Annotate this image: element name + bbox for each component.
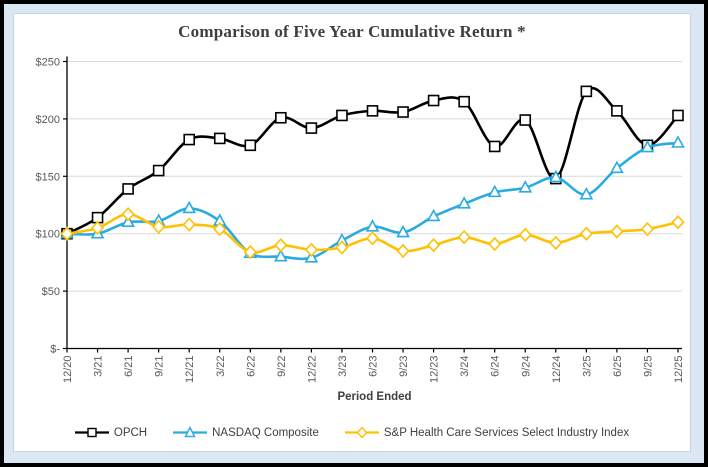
x-tick-label: 9/24 [520,356,532,377]
y-tick-label: $150 [36,171,60,183]
marker-opch [275,111,287,124]
marker-opch [519,114,532,126]
marker-nasdaq-composite [487,184,502,198]
x-tick-label: 12/23 [429,356,441,384]
x-tick-label: 9/25 [642,356,654,377]
marker-opch [488,140,501,153]
x-tick-label: 3/23 [337,356,349,377]
marker-s-p-health-care-services-select-industry-index [274,237,288,253]
x-tick-label: 9/22 [276,356,288,377]
marker-s-p-health-care-services-select-industry-index [396,243,410,259]
x-tick-label: 12/21 [184,356,196,384]
marker-s-p-health-care-services-select-industry-index [90,220,105,236]
x-tick-label: 3/25 [581,356,593,377]
marker-nasdaq-composite [273,248,288,262]
legend-item-opch: OPCH [74,426,148,439]
marker-nasdaq-composite [640,139,655,153]
marker-s-p-health-care-services-select-industry-index [610,224,624,239]
y-tick-label: $200 [36,114,60,126]
x-tick-label: 6/22 [245,356,257,377]
x-tick-label: 12/25 [673,356,685,384]
line-chart: $- $50 $100 $150 $200 $250 12/20 3/21 6/21 9/21 12… [36,56,685,384]
x-axis-title: Period Ended [337,391,412,403]
marker-s-p-health-care-services-select-industry-index [60,226,74,241]
marker-opch [580,85,593,98]
x-tick-label: 3/21 [93,356,105,377]
marker-opch [213,132,226,145]
x-tick-label: 3/22 [215,356,227,377]
marker-s-p-health-care-services-select-industry-index [671,215,685,230]
marker-nasdaq-composite [365,219,380,232]
legend-label: S&P Health Care Services Select Industry… [383,426,630,439]
marker-opch [458,95,470,108]
marker-s-p-health-care-services-select-industry-index [152,219,166,234]
marker-s-p-health-care-services-select-industry-index [304,242,318,257]
legend-item-nasdaq-composite: NASDAQ Composite [173,426,319,439]
marker-nasdaq-composite [548,169,563,183]
marker-s-p-health-care-services-select-industry-index [243,244,257,260]
marker-s-p-health-care-services-select-industry-index [335,240,349,255]
marker-s-p-health-care-services-select-industry-index [488,236,502,252]
marker-nasdaq-composite [182,200,197,214]
y-tick-label: $- [50,344,60,356]
x-tick-label: 12/20 [62,356,74,384]
legend: OPCH NASDAQ Composite S&P Health Care Serv… [14,426,690,439]
marker-nasdaq-composite [579,187,594,200]
x-tick-label: 9/23 [398,356,410,377]
marker-nasdaq-composite [457,196,472,209]
chart-title: Comparison of Five Year Cumulative Retur… [178,22,526,41]
x-tick-label: 6/23 [368,356,380,377]
x-tick-label: 6/21 [123,356,135,377]
y-tick-label: $250 [36,57,60,69]
marker-s-p-health-care-services-select-industry-index [121,207,135,222]
y-tick-label: $100 [36,229,60,241]
legend-item-s-p-health-care-services-select-industry-index: S&P Health Care Services Select Industry… [344,426,630,439]
marker-s-p-health-care-services-select-industry-index [457,229,471,245]
x-tick-label: 9/21 [154,356,166,377]
marker-s-p-health-care-services-select-industry-index [549,235,563,251]
marker-nasdaq-composite [610,160,624,174]
diamond-marker-icon [344,426,379,439]
marker-s-p-health-care-services-select-industry-index [518,227,532,243]
x-tick-label: 12/22 [306,356,318,384]
marker-opch [122,183,134,195]
marker-nasdaq-composite [518,180,533,193]
marker-opch [611,105,623,117]
marker-opch [244,139,257,152]
marker-s-p-health-care-services-select-industry-index [640,221,655,237]
y-tick-label: $50 [42,286,60,298]
marker-opch [427,94,440,107]
marker-opch [397,106,409,118]
marker-opch [366,105,379,117]
marker-s-p-health-care-services-select-industry-index [365,231,380,246]
marker-s-p-health-care-services-select-industry-index [182,217,196,232]
legend-label: NASDAQ Composite [212,426,319,439]
marker-opch [183,133,195,146]
x-tick-label: 3/24 [459,356,471,377]
square-marker-icon [74,427,109,438]
marker-opch [336,109,348,122]
marker-nasdaq-composite [396,224,410,238]
chart-panel: Comparison of Five Year Cumulative Retur… [13,13,691,452]
legend-label: OPCH [113,426,148,439]
marker-nasdaq-composite [426,208,441,222]
marker-opch [152,164,165,177]
marker-opch [305,122,318,134]
marker-opch [672,109,684,122]
x-tick-label: 6/25 [612,356,624,377]
marker-s-p-health-care-services-select-industry-index [579,226,593,241]
x-tick-label: 6/24 [490,356,502,377]
marker-s-p-health-care-services-select-industry-index [213,221,227,237]
triangle-marker-icon [173,426,208,438]
x-tick-label: 12/24 [551,356,563,384]
marker-nasdaq-composite [671,135,685,148]
marker-s-p-health-care-services-select-industry-index [427,237,441,253]
